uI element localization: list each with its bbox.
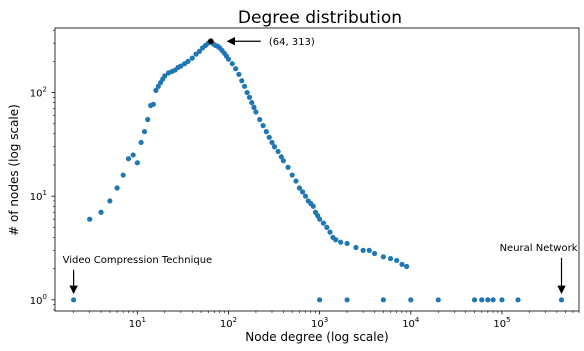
- data-point: [380, 297, 386, 303]
- data-point: [310, 203, 316, 209]
- data-point: [275, 148, 281, 155]
- y-tick-label: 100: [30, 293, 47, 307]
- data-point: [138, 139, 144, 146]
- neural-network-annotation: Neural Network: [500, 243, 578, 254]
- data-point: [269, 139, 275, 146]
- annotations: (64, 313) Video Compression Technique Neur…: [63, 37, 578, 295]
- data-point: [120, 172, 126, 178]
- data-point: [145, 116, 151, 123]
- data-point: [193, 51, 199, 57]
- data-point: [233, 66, 239, 72]
- peak-annotation: (64, 313): [269, 37, 315, 48]
- y-axis-label: # of nodes (log scale): [7, 104, 21, 236]
- data-point: [399, 261, 405, 267]
- peak-point: [208, 38, 214, 45]
- data-point: [404, 263, 410, 270]
- data-point: [185, 58, 191, 64]
- data-point: [271, 144, 278, 150]
- data-point: [257, 116, 263, 123]
- data-point: [178, 63, 184, 69]
- data-point: [280, 158, 286, 164]
- x-tick-label: 105: [493, 316, 510, 330]
- video-compression-annotation: Video Compression Technique: [63, 255, 213, 266]
- data-point: [317, 216, 323, 222]
- data-point: [249, 100, 255, 106]
- data-point: [239, 78, 245, 84]
- data-point: [125, 156, 132, 162]
- data-point: [360, 247, 366, 253]
- data-point: [98, 209, 104, 215]
- x-tick-label: 104: [402, 316, 420, 330]
- data-point: [225, 56, 232, 62]
- data-point: [317, 297, 323, 303]
- data-point: [153, 87, 159, 93]
- plot-frame: [54, 27, 580, 312]
- data-point: [150, 101, 156, 107]
- data-point: [327, 229, 333, 235]
- y-tick-label: 102: [30, 86, 47, 100]
- data-point: [253, 109, 259, 115]
- data-point: [229, 61, 235, 67]
- data-point: [353, 244, 359, 251]
- data-point: [387, 255, 394, 262]
- data-point: [162, 73, 168, 79]
- data-point: [266, 134, 272, 140]
- data-point: [394, 257, 400, 264]
- data-point: [189, 55, 195, 61]
- data-point: [278, 154, 284, 160]
- x-tick-label: 103: [311, 316, 328, 330]
- data-point: [114, 185, 120, 191]
- x-axis-label: Node degree (log scale): [245, 330, 388, 344]
- data-points: [71, 38, 565, 303]
- data-point: [293, 178, 299, 184]
- data-point: [134, 160, 140, 166]
- data-point: [241, 83, 248, 89]
- data-point: [479, 297, 485, 303]
- data-point: [296, 185, 303, 191]
- data-point: [408, 297, 414, 303]
- data-point: [107, 198, 113, 204]
- data-point: [263, 129, 269, 135]
- data-point: [490, 297, 496, 303]
- data-point: [196, 48, 203, 54]
- data-point: [471, 297, 478, 303]
- data-point: [130, 152, 136, 158]
- data-point: [236, 71, 242, 77]
- data-point: [87, 216, 93, 222]
- y-tick-label: 101: [30, 189, 47, 203]
- data-point: [155, 83, 161, 89]
- data-point: [333, 237, 339, 243]
- data-point: [344, 240, 350, 247]
- data-point: [380, 254, 386, 260]
- data-point: [299, 189, 306, 195]
- data-point: [515, 297, 521, 303]
- x-tick-label: 102: [220, 316, 237, 330]
- data-point: [499, 297, 505, 303]
- data-point: [71, 297, 77, 303]
- x-tick-label: 101: [129, 316, 146, 330]
- data-point: [285, 164, 291, 170]
- data-point: [289, 172, 295, 178]
- data-point: [302, 193, 309, 199]
- data-point: [141, 129, 148, 135]
- data-point: [320, 220, 327, 226]
- data-point: [344, 297, 350, 303]
- data-point: [371, 250, 378, 257]
- chart-title: Degree distribution: [238, 8, 402, 28]
- data-point: [485, 297, 491, 303]
- data-point: [435, 297, 441, 303]
- axis-ticks: 101 102 103 104 105 100 101 102: [30, 29, 580, 330]
- data-point: [251, 104, 257, 110]
- data-point: [558, 297, 565, 303]
- data-point: [244, 89, 250, 96]
- data-point: [246, 94, 253, 100]
- data-point: [338, 239, 344, 245]
- data-point: [324, 224, 330, 230]
- data-point: [260, 123, 266, 129]
- data-point: [366, 247, 372, 253]
